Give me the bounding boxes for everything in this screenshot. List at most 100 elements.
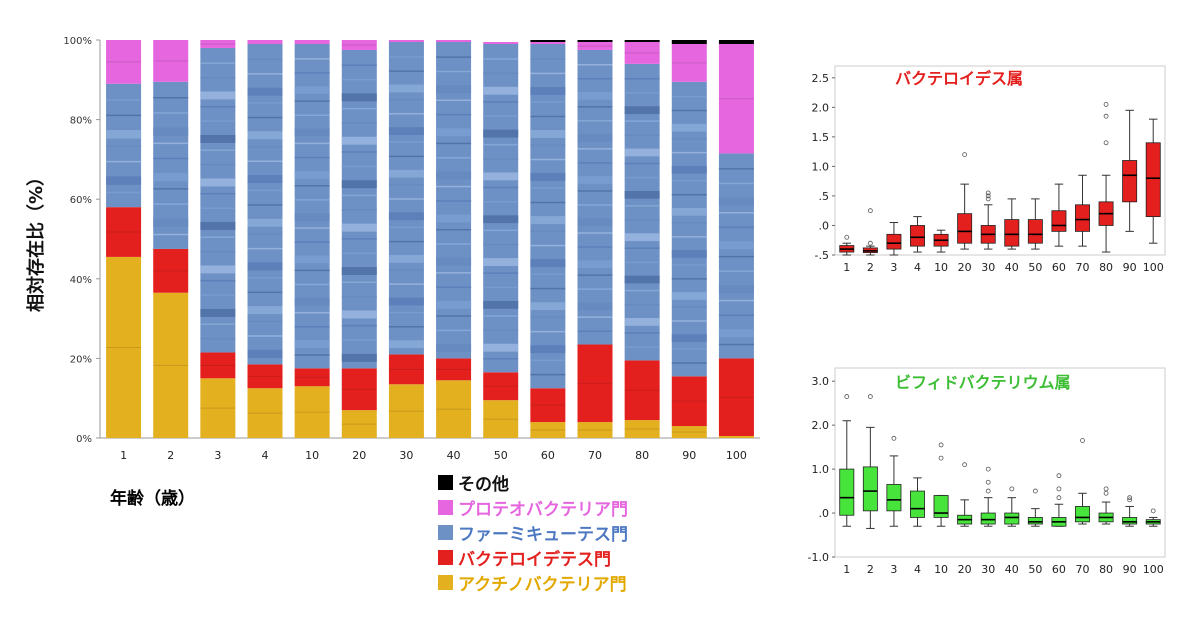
bar-segment-band: [436, 243, 472, 245]
bar-segment-band: [624, 120, 660, 122]
bar-segment-band: [436, 200, 472, 202]
bar-segment-band: [530, 87, 566, 95]
bar-segment-band: [483, 58, 519, 60]
bar-segment-band: [388, 56, 424, 58]
bar-segment-band: [200, 192, 236, 195]
box: [886, 233, 902, 250]
bar-segment-band: [577, 260, 613, 269]
bar-segment-band: [671, 250, 707, 258]
bar-segment-band: [483, 86, 519, 95]
plot-frame: [834, 65, 1166, 256]
bar-segment: [294, 368, 330, 387]
bar-segment: [200, 378, 236, 438]
outlier-point: [1009, 486, 1015, 492]
x-tick-label: 60: [1052, 563, 1066, 576]
bar-segment-band: [294, 227, 330, 229]
bar-segment-band: [483, 201, 519, 203]
bar-segment-band: [530, 330, 566, 333]
bar-segment-band: [294, 170, 330, 179]
bar-segment: [624, 420, 660, 438]
box: [910, 490, 925, 518]
bar-segment-band: [624, 205, 660, 207]
outlier-point: [985, 193, 991, 199]
bar-segment-band: [530, 302, 566, 311]
bar-segment-band: [341, 223, 377, 232]
y-tick-label: 0%: [76, 434, 92, 445]
bar-segment-band: [624, 190, 660, 199]
x-tick-label: 1: [120, 449, 127, 462]
bar-segment-band: [153, 96, 189, 99]
bar-segment-band: [718, 197, 754, 206]
bar-segment-band: [388, 84, 424, 93]
bar-segment-band: [483, 229, 519, 232]
bar-segment-band: [247, 175, 283, 184]
bar-segment-band: [247, 87, 283, 96]
bar-segment-band: [624, 219, 660, 221]
bar-segment-band: [530, 130, 566, 138]
bar-segment-band: [671, 278, 707, 280]
bar-segment-band: [624, 303, 660, 306]
outlier-point: [1127, 495, 1133, 501]
bar-segment-band: [106, 191, 142, 194]
bar-segment-band: [200, 178, 236, 187]
bar-segment: [106, 40, 142, 84]
bar-segment-band: [388, 112, 424, 115]
bar-segment-band: [624, 332, 660, 334]
bar-segment-band: [718, 168, 754, 170]
bar-segment-band: [718, 241, 754, 250]
bar-segment-band: [247, 145, 283, 148]
bar-segment-band: [483, 343, 519, 352]
bar-segment-band: [294, 297, 330, 306]
bar-segment-band: [247, 335, 283, 337]
bar-segment: [294, 386, 330, 438]
bar-segment-band: [624, 247, 660, 249]
bar-segment-band: [106, 176, 142, 185]
bar-segment-band: [530, 201, 566, 204]
x-tick-label: 70: [1076, 261, 1090, 274]
bar-segment-band: [294, 86, 330, 95]
bar-segment-band: [341, 93, 377, 102]
bar-segment: [106, 207, 142, 257]
y-tick-label: .5: [819, 190, 830, 203]
x-tick-label: 50: [494, 449, 508, 462]
bar-segment-band: [294, 241, 330, 243]
bar-segment-band: [341, 295, 377, 298]
outlier-point: [867, 208, 873, 214]
bar-segment-band: [153, 112, 189, 114]
bar-segment-band: [436, 300, 472, 309]
bar-segment-band: [341, 209, 377, 211]
bar-segment-band: [671, 165, 707, 174]
bar-segment-band: [436, 329, 472, 332]
box: [1027, 517, 1043, 525]
bar-segment-band: [436, 157, 472, 159]
bar-segment: [718, 40, 754, 44]
bar-segment-band: [200, 265, 236, 274]
outlier-point: [1103, 101, 1109, 107]
legend-item: ファーミキューテス門: [438, 520, 628, 545]
bar-segment: [436, 40, 472, 42]
bar-segment: [671, 43, 707, 82]
y-tick-label: .0: [819, 219, 830, 232]
box: [980, 512, 996, 525]
bar-segment-band: [577, 246, 613, 248]
bar-segment-band: [530, 359, 566, 362]
outlier-point: [867, 240, 873, 246]
bar-segment-band: [200, 236, 236, 238]
bar-segment-band: [341, 353, 377, 362]
outlier-point: [985, 466, 991, 472]
bar-segment-band: [388, 283, 424, 285]
y-tick-label: 60%: [70, 195, 92, 206]
bar-segment-band: [294, 156, 330, 159]
stacked-bar-chart: 0% 20% 40% 60% 80% 100% 相対存在比（%） 1 2 3 4 10 20 30 40 50…: [25, 36, 760, 462]
bar-segment-band: [247, 73, 283, 75]
x-tick-label: 30: [399, 449, 413, 462]
bar-segment-band: [577, 288, 613, 290]
bar-segment-band: [247, 160, 283, 162]
bar-segment-band: [530, 259, 566, 268]
bar-segment-band: [153, 157, 189, 160]
bar-segment-band: [247, 247, 283, 250]
bar-segment-band: [671, 292, 707, 300]
bar-segment-band: [388, 326, 424, 328]
bar-segment-band: [294, 185, 330, 187]
bar-segment: [388, 354, 424, 385]
